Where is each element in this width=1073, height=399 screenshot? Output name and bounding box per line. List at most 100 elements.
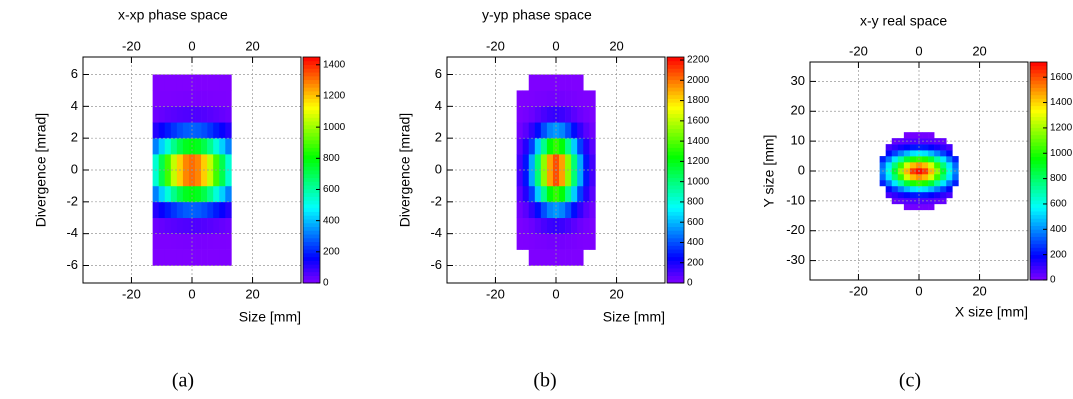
heat-cell [922,156,929,163]
heat-cell [540,170,548,187]
heat-cell [534,170,542,187]
heat-cell [559,201,566,219]
heat-cell [164,74,172,91]
heat-cell [540,217,548,234]
colorbar-segment [1030,261,1047,266]
heat-cell [915,150,923,157]
chart-title: x-y real space [860,13,947,29]
colorbar-segment [667,237,684,243]
colorbar-segment [667,185,684,190]
heat-cell [225,233,232,250]
heat-cell [952,173,959,181]
colorbar-tick-label: 1000 [323,122,346,133]
heat-cell [928,173,935,181]
heat-cell [940,173,947,181]
colorbar-segment [1030,152,1047,157]
colorbar-segment [1030,112,1047,117]
heat-cell [152,138,159,155]
heat-cell [517,75,523,91]
colorbar-segment [1030,272,1047,277]
heat-cell [880,192,886,198]
colorbar-segment [303,215,320,220]
heat-cell [195,233,202,250]
heat-cell [219,201,226,219]
heat-cell [164,201,172,219]
heat-cell [201,249,208,266]
heat-cell [546,138,554,155]
heat-cell [219,233,226,250]
heat-cell [928,185,935,193]
colorbar-tick-label: 600 [687,217,704,228]
heat-cell [176,170,184,187]
colorbar-tick-label: 1200 [323,91,346,102]
heat-cell [546,249,554,266]
colorbar-frame [302,56,321,284]
heat-cell [571,106,578,123]
heat-cell [522,138,530,155]
heat-cell [946,179,953,187]
heat-cell [886,132,892,138]
colorbar-segment [667,79,684,84]
heat-cell [891,191,899,199]
colorbar-segment [667,264,684,269]
heat-cell [170,249,178,266]
heat-cell [219,138,226,155]
colorbar-segment [667,181,684,186]
heat-cell [571,170,578,187]
heat-cell [946,162,953,169]
heat-cell [891,150,899,157]
heat-cell [571,185,578,203]
heat-cell [909,203,917,211]
heat-cell [522,106,530,123]
heat-cell [577,154,584,171]
heat-cell [571,154,578,171]
colorbar-segment [1030,109,1047,114]
colorbar-tick-label: 1600 [1050,72,1073,83]
heat-cell [201,90,208,107]
colorbar-segment [1030,200,1047,205]
heat-cell [528,249,536,266]
colorbar-segment [667,147,684,152]
heat-cell [589,170,596,187]
colorbar-segment [303,192,320,197]
heat-cell [534,90,542,107]
x-tick-label: -20 [122,286,141,301]
heat-cell [213,233,220,250]
colorbar-segment [303,211,320,216]
y-tick-label: -6 [430,257,442,272]
y-tick-label: -6 [66,257,78,272]
heat-cell [522,201,530,219]
heat-cell [928,203,935,211]
heat-cell [940,150,947,157]
colorbar-segment [1030,83,1047,88]
heat-cell [540,233,548,250]
heat-cell [158,185,166,203]
colorbar-segment [1030,196,1047,201]
heat-cell [922,150,929,157]
heat-cell [182,122,190,139]
colorbar-segment [303,117,320,122]
colorbar-segment [303,256,320,261]
heat-cell [565,201,572,219]
colorbar-segment [667,207,684,212]
heat-cell [152,233,159,250]
y-tick-label: 2 [71,130,78,145]
heat-cell [207,249,214,266]
heat-cell [219,90,226,107]
plot-frame [809,61,1029,281]
heat-cell [952,150,958,156]
caption: (c) [899,370,921,392]
heat-cell [528,90,536,107]
heat-cell [207,201,214,219]
colorbar-segment [667,75,684,81]
y-tick-label: -20 [786,222,805,237]
y-tick-label: -4 [66,225,78,240]
heat-cell [897,162,905,169]
heat-cell [158,138,166,155]
heat-cell [176,154,184,171]
heat-cell [922,138,929,145]
y-axis-label: Y size [mm] [761,135,777,208]
heat-cell [903,185,911,193]
heat-cell [528,138,536,155]
